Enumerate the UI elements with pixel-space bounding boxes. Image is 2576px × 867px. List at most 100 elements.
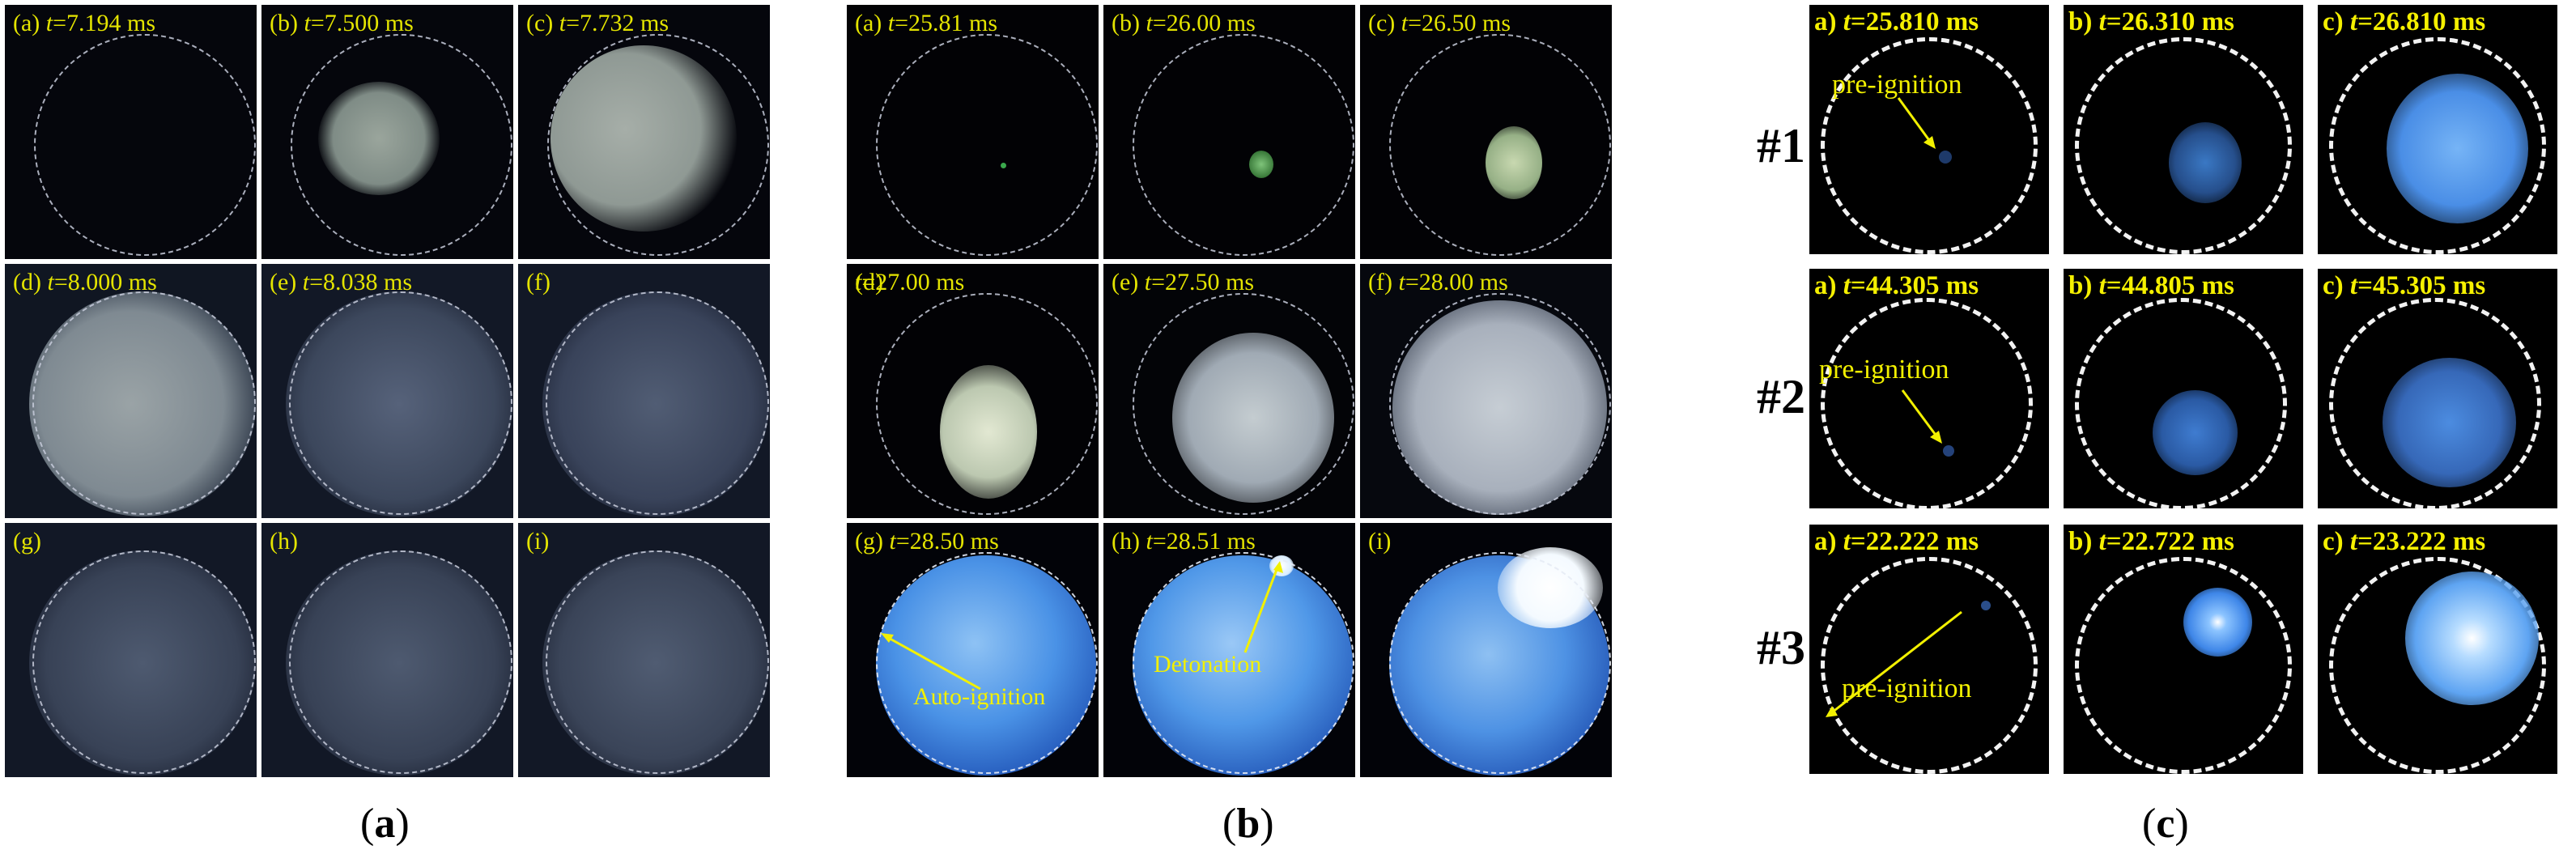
chamber-outline	[2075, 37, 2292, 254]
frame-label: (i)	[1368, 528, 1392, 555]
flame-region	[550, 45, 737, 232]
chamber-outline	[876, 34, 1098, 256]
pre-ignition-arrow-icon	[1897, 97, 1936, 149]
frame-label: b) t=22.722 ms	[2068, 527, 2234, 556]
panel-b-frame-h: Detonation (h) t=28.51 ms	[1103, 523, 1355, 777]
frame-label: a) t=22.222 ms	[1814, 527, 1979, 556]
flame-kernel	[2183, 588, 2252, 657]
panel-c-row3-frame-b: b) t=22.722 ms	[2064, 525, 2303, 774]
chamber-outline	[1133, 552, 1354, 774]
chamber-outline	[289, 550, 512, 774]
panel-c-row1-frame-b: b) t=26.310 ms	[2064, 5, 2303, 254]
flame-region	[2383, 358, 2516, 487]
frame-label: (b) t=7.500 ms	[270, 10, 414, 36]
flame-kernel	[2153, 390, 2238, 475]
flame-kernel	[1486, 126, 1542, 199]
chamber-outline	[2075, 298, 2287, 508]
panel-c-row2-frame-b: b) t=44.805 ms	[2064, 269, 2303, 508]
ignition-spot	[1001, 163, 1006, 168]
frame-label: b) t=44.805 ms	[2068, 271, 2234, 300]
frame-label: a) t=44.305 ms	[1814, 271, 1979, 300]
pre-ignition-kernel	[1943, 445, 1954, 457]
frame-label: (f)	[526, 269, 550, 295]
panel-b-frame-a: (a) t=25.81 ms	[847, 5, 1099, 259]
panel-b-frame-c: (c) t=26.50 ms	[1360, 5, 1612, 259]
detonation-arrow-icon	[1243, 561, 1283, 653]
flame-kernel	[2169, 122, 2242, 203]
row-label-2: #2	[1757, 370, 1805, 423]
auto-ignition-arrow-icon	[881, 633, 981, 691]
frame-letter: (d)	[855, 269, 883, 295]
panel-b-frame-g: Auto-ignition (g) t=28.50 ms	[847, 523, 1099, 777]
panel-a-frame-e: (e) t=8.038 ms	[261, 264, 513, 518]
chamber-outline	[1821, 557, 2038, 774]
panel-b-frame-i: (i)	[1360, 523, 1612, 777]
flame-region	[2405, 572, 2539, 705]
chamber-outline	[876, 552, 1098, 774]
panel-a-frame-g: (g)	[5, 523, 257, 777]
detonation-label: Detonation	[1154, 651, 1262, 678]
frame-label: (e) t=27.50 ms	[1112, 269, 1255, 295]
pre-ignition-kernel	[1981, 601, 1991, 610]
panel-b-frame-b: (b) t=26.00 ms	[1103, 5, 1355, 259]
chamber-outline	[1389, 552, 1611, 774]
chamber-outline	[32, 291, 256, 515]
flame-region	[1172, 333, 1334, 503]
flame-region	[2387, 74, 2528, 223]
chamber-outline	[547, 34, 769, 256]
pre-ignition-arrow-icon	[1901, 389, 1942, 444]
frame-label: (g) t=28.50 ms	[855, 528, 999, 555]
frame-label: (c) t=7.732 ms	[526, 10, 670, 36]
pre-ignition-label: pre-ignition	[1832, 70, 1962, 100]
panel-a-frame-a: (a) t=7.194 ms	[5, 5, 257, 259]
panel-c-row2-frame-a: pre-ignition a) t=44.305 ms	[1809, 269, 2049, 508]
frame-label: (h)	[270, 528, 298, 555]
chamber-outline	[1389, 34, 1611, 256]
panel-c: #1 #2 #3 pre-ignition a) t=25.810 ms b) …	[1700, 0, 2576, 793]
chamber-outline	[289, 291, 512, 515]
panel-b: (a) t=25.81 ms (b) t=26.00 ms (c) t=26.5…	[842, 0, 1619, 793]
auto-ignition-label: Auto-ignition	[913, 683, 1046, 710]
panel-b-frame-d: t=27.00 ms (d)	[847, 264, 1099, 518]
chamber-outline	[1389, 293, 1611, 515]
chamber-outline	[1133, 293, 1354, 515]
panel-a-frame-f: (f)	[518, 264, 770, 518]
caption-b: (b)	[1222, 801, 1274, 847]
panel-c-row2-frame-c: c) t=45.305 ms	[2318, 269, 2557, 508]
flame-region	[940, 365, 1037, 499]
panel-c-row1-frame-a: pre-ignition a) t=25.810 ms	[1809, 5, 2049, 254]
frame-label: c) t=26.810 ms	[2323, 7, 2486, 36]
chamber-outline	[1133, 34, 1354, 256]
frame-label: b) t=26.310 ms	[2068, 7, 2234, 36]
frame-label: a) t=25.810 ms	[1814, 7, 1979, 36]
panel-c-row3-frame-a: pre-ignition a) t=22.222 ms	[1809, 525, 2049, 774]
frame-label: t=27.00 ms	[855, 269, 965, 295]
pre-ignition-arrow-icon	[1826, 610, 1962, 717]
frame-label: c) t=23.222 ms	[2323, 527, 2486, 556]
pre-ignition-label: pre-ignition	[1819, 355, 1949, 385]
chamber-outline	[876, 293, 1098, 515]
chamber-outline	[34, 34, 256, 256]
panel-a-frame-d: (d) t=8.000 ms	[5, 264, 257, 518]
frame-label: c) t=45.305 ms	[2323, 271, 2486, 300]
panel-a-frame-i: (i)	[518, 523, 770, 777]
chamber-outline	[1821, 37, 2038, 254]
frame-label: (a) t=7.194 ms	[13, 10, 156, 36]
chamber-outline	[2075, 557, 2292, 774]
frame-label: (c) t=26.50 ms	[1368, 10, 1511, 36]
chamber-outline	[291, 34, 512, 256]
row-label-3: #3	[1757, 621, 1805, 674]
chamber-outline	[1821, 298, 2033, 508]
pre-ignition-label: pre-ignition	[1842, 674, 1972, 703]
panel-b-frame-f: (f) t=28.00 ms	[1360, 264, 1612, 518]
pre-ignition-kernel	[1939, 151, 1952, 164]
frame-label: (e) t=8.038 ms	[270, 269, 413, 295]
frame-label: (b) t=26.00 ms	[1112, 10, 1256, 36]
frame-label: (h) t=28.51 ms	[1112, 528, 1256, 555]
row-label-1: #1	[1757, 119, 1805, 172]
caption-c: (c)	[2142, 801, 2189, 847]
flame-region	[318, 82, 440, 195]
chamber-outline	[2329, 298, 2541, 508]
frame-label: (i)	[526, 528, 550, 555]
chamber-outline	[546, 291, 769, 515]
